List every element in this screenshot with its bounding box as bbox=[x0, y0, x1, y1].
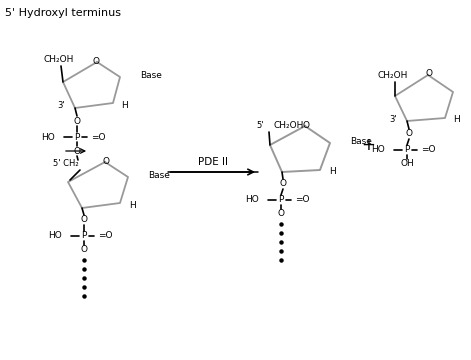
Text: H: H bbox=[122, 100, 129, 109]
Text: 5' Hydroxyl terminus: 5' Hydroxyl terminus bbox=[5, 8, 121, 18]
Text: O: O bbox=[302, 121, 309, 130]
Text: O: O bbox=[81, 216, 88, 225]
Text: H: H bbox=[129, 201, 135, 210]
Text: OH: OH bbox=[400, 159, 414, 168]
Text: O: O bbox=[279, 180, 286, 189]
Text: O: O bbox=[73, 117, 81, 126]
Text: Base: Base bbox=[350, 136, 372, 145]
Text: CH₂OH: CH₂OH bbox=[378, 72, 408, 81]
Text: P: P bbox=[404, 145, 410, 154]
Text: O: O bbox=[92, 57, 99, 66]
Text: =O: =O bbox=[91, 132, 106, 141]
Text: PDE II: PDE II bbox=[198, 157, 228, 167]
Text: 3': 3' bbox=[390, 116, 397, 125]
Text: H: H bbox=[454, 116, 460, 125]
Text: P: P bbox=[81, 231, 87, 240]
Text: O: O bbox=[425, 69, 432, 78]
Text: =O: =O bbox=[295, 195, 309, 204]
Text: HO: HO bbox=[41, 132, 55, 141]
Text: CH₂OH: CH₂OH bbox=[273, 122, 303, 130]
Text: HO: HO bbox=[48, 231, 62, 240]
Text: +: + bbox=[361, 136, 375, 154]
Text: Base: Base bbox=[148, 171, 170, 180]
Text: O: O bbox=[103, 157, 109, 166]
Text: O: O bbox=[73, 147, 81, 156]
Text: 5' CH₂: 5' CH₂ bbox=[53, 159, 79, 168]
Text: Base: Base bbox=[140, 71, 162, 80]
Text: 3': 3' bbox=[57, 102, 65, 111]
Text: P: P bbox=[278, 195, 284, 204]
Text: H: H bbox=[329, 167, 335, 176]
Text: =O: =O bbox=[421, 145, 436, 154]
Text: P: P bbox=[74, 132, 80, 141]
Text: HO: HO bbox=[371, 145, 385, 154]
Text: =O: =O bbox=[98, 231, 113, 240]
Text: 5': 5' bbox=[257, 122, 264, 130]
Text: CH₂OH: CH₂OH bbox=[44, 55, 74, 64]
Text: O: O bbox=[277, 210, 284, 219]
Text: O: O bbox=[406, 130, 413, 139]
Text: O: O bbox=[81, 246, 88, 255]
Text: HO: HO bbox=[245, 195, 259, 204]
